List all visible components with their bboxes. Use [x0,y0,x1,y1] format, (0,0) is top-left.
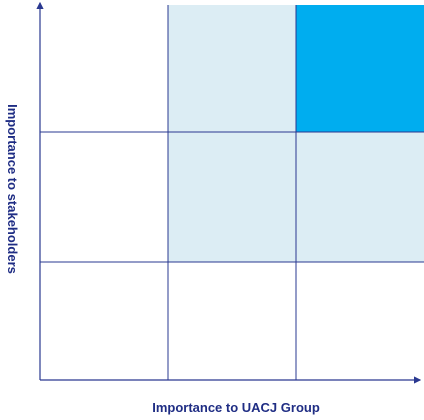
cell-medium [168,132,296,262]
x-axis-label: Importance to UACJ Group [152,400,320,415]
cell-medium [296,132,424,262]
cell-high [296,5,424,132]
grid [40,5,424,380]
y-axis-label: Importance to stakeholders [5,104,20,274]
cell-medium [168,5,296,132]
